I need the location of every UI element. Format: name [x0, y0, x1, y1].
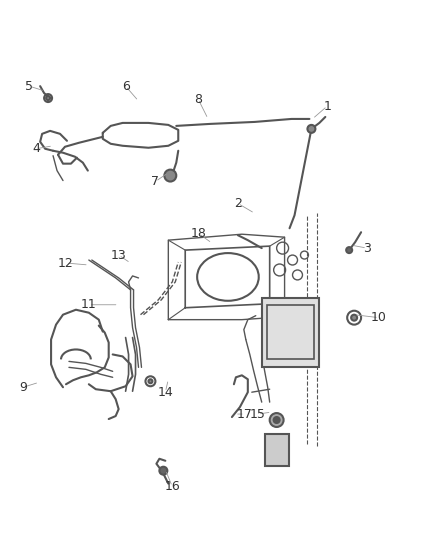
- Circle shape: [269, 413, 283, 427]
- Text: 9: 9: [19, 381, 27, 394]
- Circle shape: [350, 314, 356, 321]
- Text: 12: 12: [58, 256, 74, 270]
- Circle shape: [346, 247, 351, 253]
- Text: 5: 5: [25, 79, 33, 93]
- Bar: [261, 298, 318, 367]
- Text: 13: 13: [110, 248, 126, 262]
- Text: 8: 8: [194, 93, 201, 106]
- Text: 11: 11: [81, 298, 96, 311]
- Text: 2: 2: [233, 197, 241, 210]
- Text: 4: 4: [32, 142, 40, 155]
- Text: 6: 6: [121, 79, 129, 93]
- Text: 1: 1: [323, 100, 331, 112]
- Circle shape: [159, 467, 167, 475]
- Circle shape: [273, 417, 279, 423]
- Text: 15: 15: [249, 408, 265, 421]
- Text: 14: 14: [157, 386, 173, 399]
- Text: 16: 16: [164, 480, 180, 493]
- Text: 3: 3: [362, 241, 370, 255]
- Text: 7: 7: [151, 175, 159, 188]
- Text: 10: 10: [370, 311, 386, 324]
- Circle shape: [307, 125, 314, 133]
- Text: 17: 17: [237, 408, 252, 421]
- Circle shape: [46, 96, 50, 100]
- Circle shape: [148, 379, 152, 383]
- Bar: [264, 434, 288, 466]
- Bar: [266, 305, 314, 359]
- Text: 18: 18: [190, 227, 205, 240]
- Circle shape: [164, 169, 176, 182]
